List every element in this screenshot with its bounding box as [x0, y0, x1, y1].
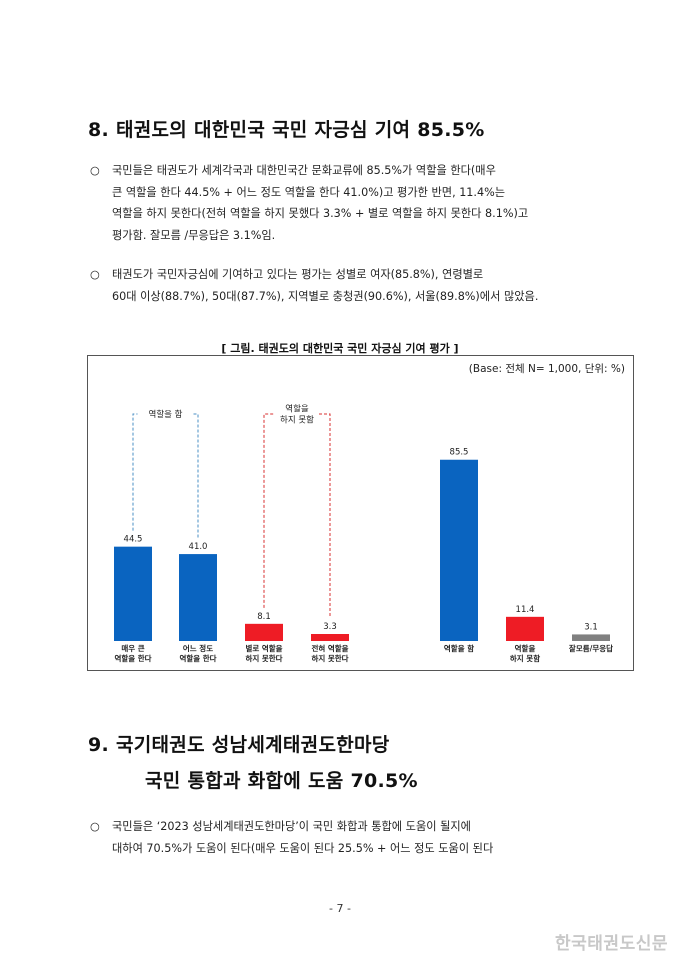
group-bracket-negative-label: 하지 못함	[280, 415, 314, 426]
tick-label-6: 하지 못함	[510, 653, 540, 663]
tick-label-3: 하지 못한다	[245, 653, 282, 663]
group-bracket-positive-label: 역할을 함	[149, 409, 183, 420]
tick-label-2: 역할을 한다	[179, 653, 216, 663]
tick-label-4: 하지 못한다	[311, 653, 348, 663]
bullet-icon: ○	[90, 820, 100, 833]
page-number: - 7 -	[329, 902, 351, 915]
chart-base-note: (Base: 전체 N= 1,000, 단위: %)	[468, 363, 625, 375]
group-bracket-negative-left	[263, 413, 275, 608]
bullet-icon: ○	[90, 164, 100, 177]
group-bracket-negative-label: 역할을	[285, 404, 309, 415]
section-9-title-line-2: 국민 통합과 화합에 도움 70.5%	[145, 770, 418, 792]
section-8-paragraph-1: ○ 국민들은 태권도가 세계각국과 대한민국간 문화교류에 85.5%가 역할을…	[90, 160, 595, 246]
text-line: 대하여 70.5%가 도움이 된다(매우 도움이 된다 25.5% + 어느 정…	[112, 841, 494, 855]
text-line: 평가함. 잘모름 /무응답은 3.1%임.	[112, 228, 276, 242]
text-line: 큰 역할을 한다 44.5% + 어느 정도 역할을 한다 41.0%)고 평가…	[112, 185, 506, 199]
text-line: 태권도가 국민자긍심에 기여하고 있다는 평가는 성별로 여자(85.8%), …	[112, 268, 484, 281]
bar-3	[245, 623, 283, 641]
group-bracket-positive-left	[132, 413, 138, 531]
tick-label-7: 잘모름/무응답	[569, 643, 613, 653]
value-label-3: 8.1	[257, 612, 271, 622]
section-9-title-line-1: 9. 국기태권도 성남세계태권도한마당	[88, 734, 390, 756]
figure-title: [ 그림. 태권도의 대한민국 국민 자긍심 기여 평가 ]	[221, 342, 459, 355]
bar-1	[114, 546, 152, 641]
bar-4	[311, 634, 349, 641]
section-8-title: 8. 태권도의 대한민국 국민 자긍심 기여 85.5%	[88, 119, 485, 141]
text-line: 역할을 하지 못한다(전혀 역할을 하지 못했다 3.3% + 별로 역할을 하…	[112, 207, 529, 220]
tick-label-1: 매우 큰	[121, 643, 144, 653]
tick-label-3: 별로 역할을	[245, 643, 282, 653]
text-line: 국민들은 태권도가 세계각국과 대한민국간 문화교류에 85.5%가 역할을 한…	[112, 164, 496, 177]
bar-7	[572, 634, 610, 641]
section-8-paragraph-2: ○ 태권도가 국민자긍심에 기여하고 있다는 평가는 성별로 여자(85.8%)…	[90, 264, 595, 307]
group-bracket-negative-right	[319, 413, 331, 619]
section-9-paragraph-1: ○ 국민들은 ‘2023 성남세계태권도한마당’이 국민 화합과 통합에 도움이…	[90, 816, 595, 859]
bar-5	[440, 459, 478, 641]
tick-label-2: 어느 정도	[183, 643, 213, 653]
text-line: 60대 이상(88.7%), 50대(87.7%), 지역별로 충청권(90.6…	[112, 289, 539, 303]
tick-label-6: 역할을	[515, 643, 536, 653]
value-label-5: 85.5	[450, 448, 469, 458]
text-line: 국민들은 ‘2023 성남세계태권도한마당’이 국민 화합과 통합에 도움이 될…	[112, 820, 471, 833]
value-label-6: 11.4	[516, 605, 535, 615]
value-label-7: 3.1	[584, 622, 598, 632]
tick-label-1: 역할을 한다	[114, 653, 151, 663]
tick-label-5: 역할을 함	[444, 643, 474, 653]
value-label-4: 3.3	[323, 622, 337, 632]
value-label-1: 44.5	[124, 535, 143, 545]
chart-frame: (Base: 전체 N= 1,000, 단위: %) 44.5 매우 큰 역할을 한…	[87, 355, 634, 671]
group-bracket-positive-right	[193, 413, 199, 539]
bar-6	[506, 616, 544, 641]
watermark: 한국태권도신문	[555, 934, 668, 954]
bar-2	[179, 554, 217, 641]
tick-label-4: 전혀 역할을	[311, 643, 348, 653]
value-label-2: 41.0	[189, 542, 208, 552]
bullet-icon: ○	[90, 268, 100, 281]
